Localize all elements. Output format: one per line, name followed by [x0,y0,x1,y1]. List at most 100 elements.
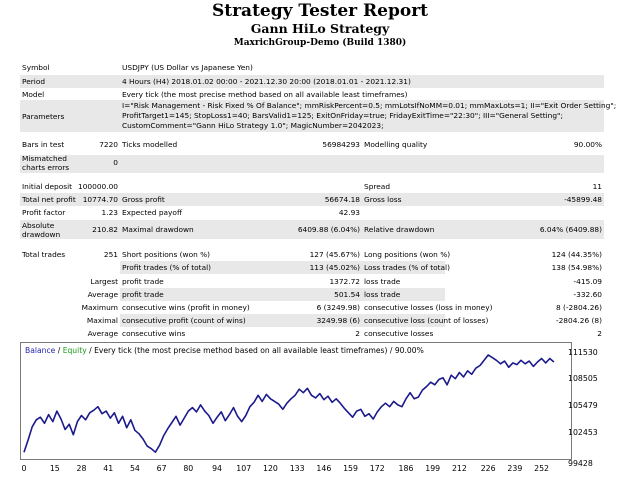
largest-profit-value: 1372.72 [329,277,360,286]
initial-deposit-label: Initial deposit [22,182,73,191]
row-shade-net-profit [20,193,604,206]
chart-caption-balance: Balance [25,346,56,355]
largest-loss-value: -415.09 [573,277,602,286]
y-tick-label: 105479 [568,401,598,410]
period-value: 4 Hours (H4) 2018.01.02 00:00 - 2021.12.… [122,77,411,86]
x-tick-label: 133 [289,464,305,473]
x-tick-label: 80 [183,464,194,473]
average-loss-label: loss trade [364,290,401,299]
x-tick-label: 186 [398,464,414,473]
loss-trades-value: 138 (54.98%) [551,263,602,272]
y-tick-label: 99428 [568,459,593,468]
chart-caption-description: / Every tick (the most precise method ba… [86,346,424,355]
model-label: Model [22,90,45,99]
expected-payoff-label: Expected payoff [122,208,183,217]
maximal-consecutive-loss-label: consecutive loss (count of losses) [364,316,489,325]
quality-label: Modelling quality [364,140,428,149]
max-consecutive-losses-value: 8 (-2804.26) [555,303,602,312]
row-shade-mismatched [20,155,604,173]
loss-trades-label: Loss trades (% of total) [364,263,450,272]
y-tick-label: 108505 [568,374,598,384]
x-tick-label: 28 [76,464,87,473]
x-tick-label: 212 [451,464,467,473]
long-positions-label: Long positions (won %) [364,250,451,259]
largest-loss-label: loss trade [364,277,401,286]
absolute-drawdown-label-line-1: Absolute [22,221,55,230]
y-tick-label: 111530 [568,348,598,357]
maximal-drawdown-value: 6409.88 (6.04%) [297,225,360,234]
max-consecutive-losses-label: consecutive losses (loss in money) [364,303,493,312]
x-tick-label: 252 [534,464,550,473]
expected-payoff-value: 42.93 [338,208,360,217]
balance-chart [20,342,572,460]
chart-caption-equity: Equity [62,346,87,355]
x-tick-label: 94 [212,464,223,473]
max-consecutive-wins-value: 6 (3249.98) [316,303,360,312]
x-tick-label: 15 [49,464,60,473]
parameters-label: Parameters [22,112,65,121]
maximum-label: Maximum [81,303,118,312]
avg-consecutive-losses-label: consecutive losses [364,329,434,338]
parameters-line-1: I="Risk Management - Risk Fixed % Of Bal… [122,101,617,110]
account-server: MaxrichGroup-Demo (Build 1380) [233,38,407,48]
x-tick-label: 159 [343,464,358,473]
symbol-value: USDJPY (US Dollar vs Japanese Yen) [122,63,253,72]
report-title: Strategy Tester Report [211,1,429,21]
gross-profit-value: 56674.18 [324,195,360,204]
maximal-consecutive-loss-value: -2804.26 (8) [555,316,602,325]
average-label: Average [87,290,118,299]
row-shade-average [120,288,445,301]
x-tick-label: 226 [480,464,496,473]
initial-deposit-value: 100000.00 [78,182,118,191]
average-loss-value: -332.60 [573,290,602,299]
largest-label: Largest [90,277,118,286]
row-shade-profit-trades [120,261,445,274]
average-consecutive-label: Average [87,329,118,338]
model-value: Every tick (the most precise method base… [122,90,408,99]
mismatched-label-line-2: charts errors [22,163,70,172]
maximal-label: Maximal [86,316,118,325]
absolute-drawdown-value: 210.82 [92,225,118,234]
total-trades-value: 251 [103,250,118,259]
average-profit-label: profit trade [122,290,164,299]
x-tick-label: 120 [263,464,278,473]
row-shade-maximal [120,314,445,327]
symbol-label: Symbol [22,63,50,72]
avg-consecutive-wins-label: consecutive wins [122,329,186,338]
x-tick-label: 107 [236,464,252,473]
x-tick-label: 54 [129,464,140,473]
ticks-label: Ticks modelled [122,140,178,149]
strategy-name: Gann HiLo Strategy [250,21,390,36]
maximal-consecutive-profit-label: consecutive profit (count of wins) [122,316,246,325]
short-positions-value: 127 (45.67%) [309,250,360,259]
max-consecutive-wins-label: consecutive wins (profit in money) [122,303,250,312]
row-shade-parameters [20,100,604,132]
chart-caption: Balance / Equity / Every tick (the most … [25,346,424,356]
profit-trades-value: 113 (45.02%) [309,263,360,272]
relative-drawdown-value: 6.04% (6409.88) [539,225,602,234]
relative-drawdown-label: Relative drawdown [364,225,435,234]
ticks-value: 56984293 [322,140,360,149]
long-positions-value: 124 (44.35%) [551,250,602,259]
chart-caption-separator: / [55,346,63,355]
profit-factor-label: Profit factor [22,208,66,217]
spread-value: 11 [592,182,602,191]
bars-label: Bars in test [22,140,65,149]
profit-trades-label: Profit trades (% of total) [122,263,212,272]
x-tick-label: 67 [156,464,167,473]
average-profit-value: 501.54 [334,290,360,299]
x-tick-label: 0 [21,464,27,473]
mismatched-label-line-1: Mismatched [22,154,67,163]
x-tick-label: 41 [103,464,114,473]
avg-consecutive-losses-value: 2 [597,329,602,338]
largest-profit-label: profit trade [122,277,164,286]
mismatched-value: 0 [113,158,118,167]
gross-profit-label: Gross profit [122,195,165,204]
net-profit-value: 10774.70 [82,195,118,204]
row-shade-period [20,75,604,88]
y-tick-label: 102453 [568,427,598,437]
total-trades-label: Total trades [22,250,66,259]
x-tick-label: 146 [316,464,332,473]
maximal-drawdown-label: Maximal drawdown [122,225,194,234]
row-shade-drawdown [20,220,604,239]
